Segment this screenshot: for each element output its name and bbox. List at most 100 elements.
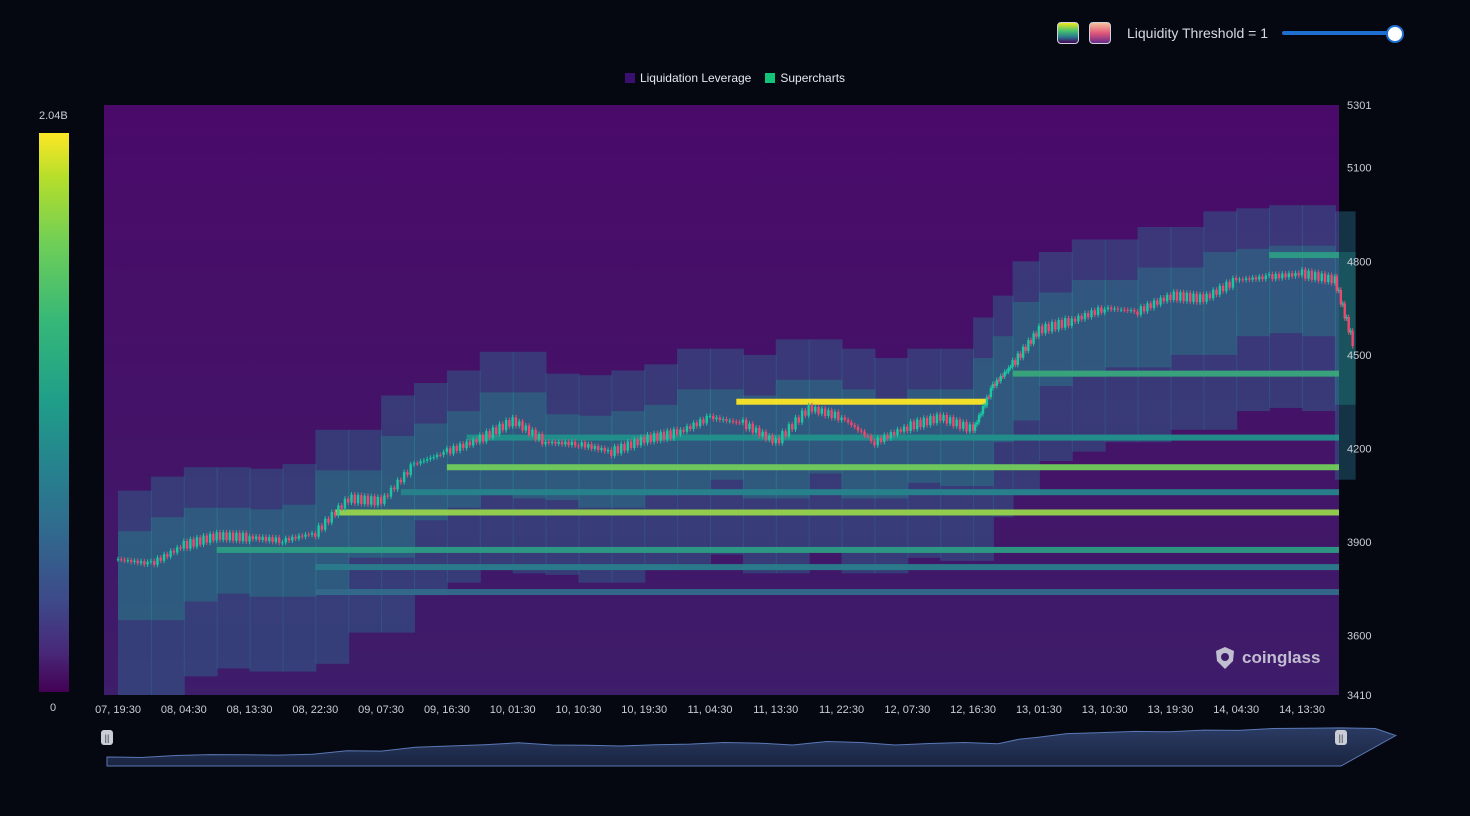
warm-palette-button[interactable] bbox=[1089, 22, 1111, 44]
candle-body bbox=[987, 397, 991, 399]
liquidity-glow-cell bbox=[1269, 245, 1303, 334]
y-tick-label: 4800 bbox=[1347, 256, 1371, 268]
candle-body bbox=[386, 495, 389, 497]
candle-body bbox=[1345, 317, 1348, 319]
candle-body bbox=[1347, 317, 1350, 333]
candle-body bbox=[192, 539, 195, 547]
liquidity-glow-cell bbox=[183, 507, 218, 602]
candle-body bbox=[172, 550, 176, 553]
candle-body bbox=[1297, 272, 1300, 276]
liquidity-glow-cell bbox=[1334, 211, 1356, 480]
candle-body bbox=[777, 437, 781, 444]
candle-body bbox=[985, 397, 989, 406]
candle-body bbox=[738, 422, 741, 424]
candle-body bbox=[1281, 273, 1284, 279]
slider-knob[interactable] bbox=[1386, 25, 1404, 43]
candle-body bbox=[958, 419, 962, 429]
candle-body bbox=[962, 421, 965, 429]
x-tick-label: 14, 04:30 bbox=[1213, 704, 1259, 716]
x-tick-label: 08, 13:30 bbox=[227, 704, 273, 716]
candle-body bbox=[1007, 367, 1010, 372]
candle-body bbox=[1027, 340, 1030, 351]
candle-body bbox=[485, 431, 488, 442]
price-layer bbox=[116, 267, 1354, 568]
candle-body bbox=[254, 536, 258, 540]
candle-body bbox=[547, 441, 551, 444]
candle-body bbox=[1116, 308, 1120, 310]
liquidity-glow-cell bbox=[992, 295, 1014, 518]
candle-body bbox=[843, 417, 847, 420]
candle-body bbox=[1182, 292, 1185, 302]
candle-body bbox=[1060, 320, 1064, 328]
watermark-text: coinglass bbox=[1242, 648, 1321, 667]
candle-body bbox=[705, 415, 708, 424]
candle-body bbox=[1032, 333, 1035, 344]
candle-body bbox=[1050, 321, 1054, 332]
liquidity-band bbox=[315, 564, 1339, 571]
x-tick-label: 13, 19:30 bbox=[1148, 704, 1194, 716]
liquidity-glow-cell bbox=[841, 389, 876, 499]
candle-body bbox=[971, 424, 975, 431]
legend-item-liquidation-leverage[interactable]: Liquidation Leverage bbox=[624, 71, 751, 85]
candle-body bbox=[156, 557, 159, 565]
candle-body bbox=[129, 560, 133, 562]
candle-body bbox=[771, 435, 774, 444]
candle-body bbox=[983, 405, 987, 407]
candle-body bbox=[337, 505, 340, 516]
navigator-right-handle[interactable] bbox=[1335, 730, 1347, 745]
candle-body bbox=[202, 535, 205, 545]
candle-body bbox=[409, 464, 412, 475]
candle-body bbox=[1103, 309, 1106, 313]
candle-body bbox=[735, 421, 738, 423]
liquidity-glow-cell bbox=[150, 476, 185, 695]
candle-body bbox=[258, 536, 261, 541]
legend-item-supercharts[interactable]: Supercharts bbox=[765, 71, 845, 85]
slider-track bbox=[1282, 31, 1396, 35]
candle-body bbox=[968, 424, 972, 432]
liquidity-glow-cell bbox=[479, 351, 514, 571]
candle-body bbox=[1005, 371, 1008, 373]
candle-body bbox=[1136, 311, 1139, 315]
candle-body bbox=[422, 460, 426, 462]
candle-body bbox=[952, 417, 955, 427]
candle-body bbox=[1195, 293, 1198, 303]
viridis-palette-button[interactable] bbox=[1057, 22, 1079, 44]
candle-body bbox=[396, 479, 399, 490]
candle-body bbox=[1119, 309, 1123, 311]
candle-body bbox=[1317, 272, 1320, 281]
candle-body bbox=[383, 495, 386, 504]
liquidity-glow-cell bbox=[315, 429, 350, 664]
candle-body bbox=[662, 431, 666, 440]
x-tick-label: 08, 22:30 bbox=[292, 704, 338, 716]
candle-body bbox=[800, 410, 804, 423]
liquidity-band bbox=[400, 489, 1339, 496]
candle-body bbox=[1327, 274, 1330, 283]
candle-body bbox=[1021, 346, 1025, 358]
threshold-slider[interactable] bbox=[1282, 25, 1404, 43]
candle-body bbox=[1009, 367, 1012, 369]
navigator-left-handle[interactable] bbox=[101, 730, 113, 745]
candle-body bbox=[1304, 269, 1307, 279]
candle-body bbox=[1123, 309, 1126, 311]
threshold-label: Liquidity Threshold = 1 bbox=[1127, 25, 1268, 41]
candle-body bbox=[347, 498, 350, 503]
candle-body bbox=[324, 518, 327, 530]
liquidity-glow-cell bbox=[1236, 208, 1271, 412]
candle-body bbox=[537, 433, 541, 440]
candle-body bbox=[768, 435, 771, 440]
x-tick-label: 12, 16:30 bbox=[950, 704, 996, 716]
candle-body bbox=[501, 423, 504, 431]
candle-body bbox=[274, 537, 278, 542]
candle-body bbox=[1254, 277, 1258, 280]
candle-body bbox=[999, 375, 1002, 382]
liquidity-glow-cell bbox=[1104, 239, 1139, 443]
candle-body bbox=[840, 417, 843, 421]
candle-body bbox=[208, 533, 212, 543]
candle-body bbox=[297, 535, 301, 539]
candle-body bbox=[435, 454, 439, 457]
liquidity-glow-cell bbox=[940, 348, 975, 561]
y-tick-label: 4200 bbox=[1347, 444, 1371, 456]
liquidity-glow-cell bbox=[1137, 226, 1172, 443]
candle-body bbox=[508, 420, 511, 427]
candle-body bbox=[1113, 308, 1116, 310]
